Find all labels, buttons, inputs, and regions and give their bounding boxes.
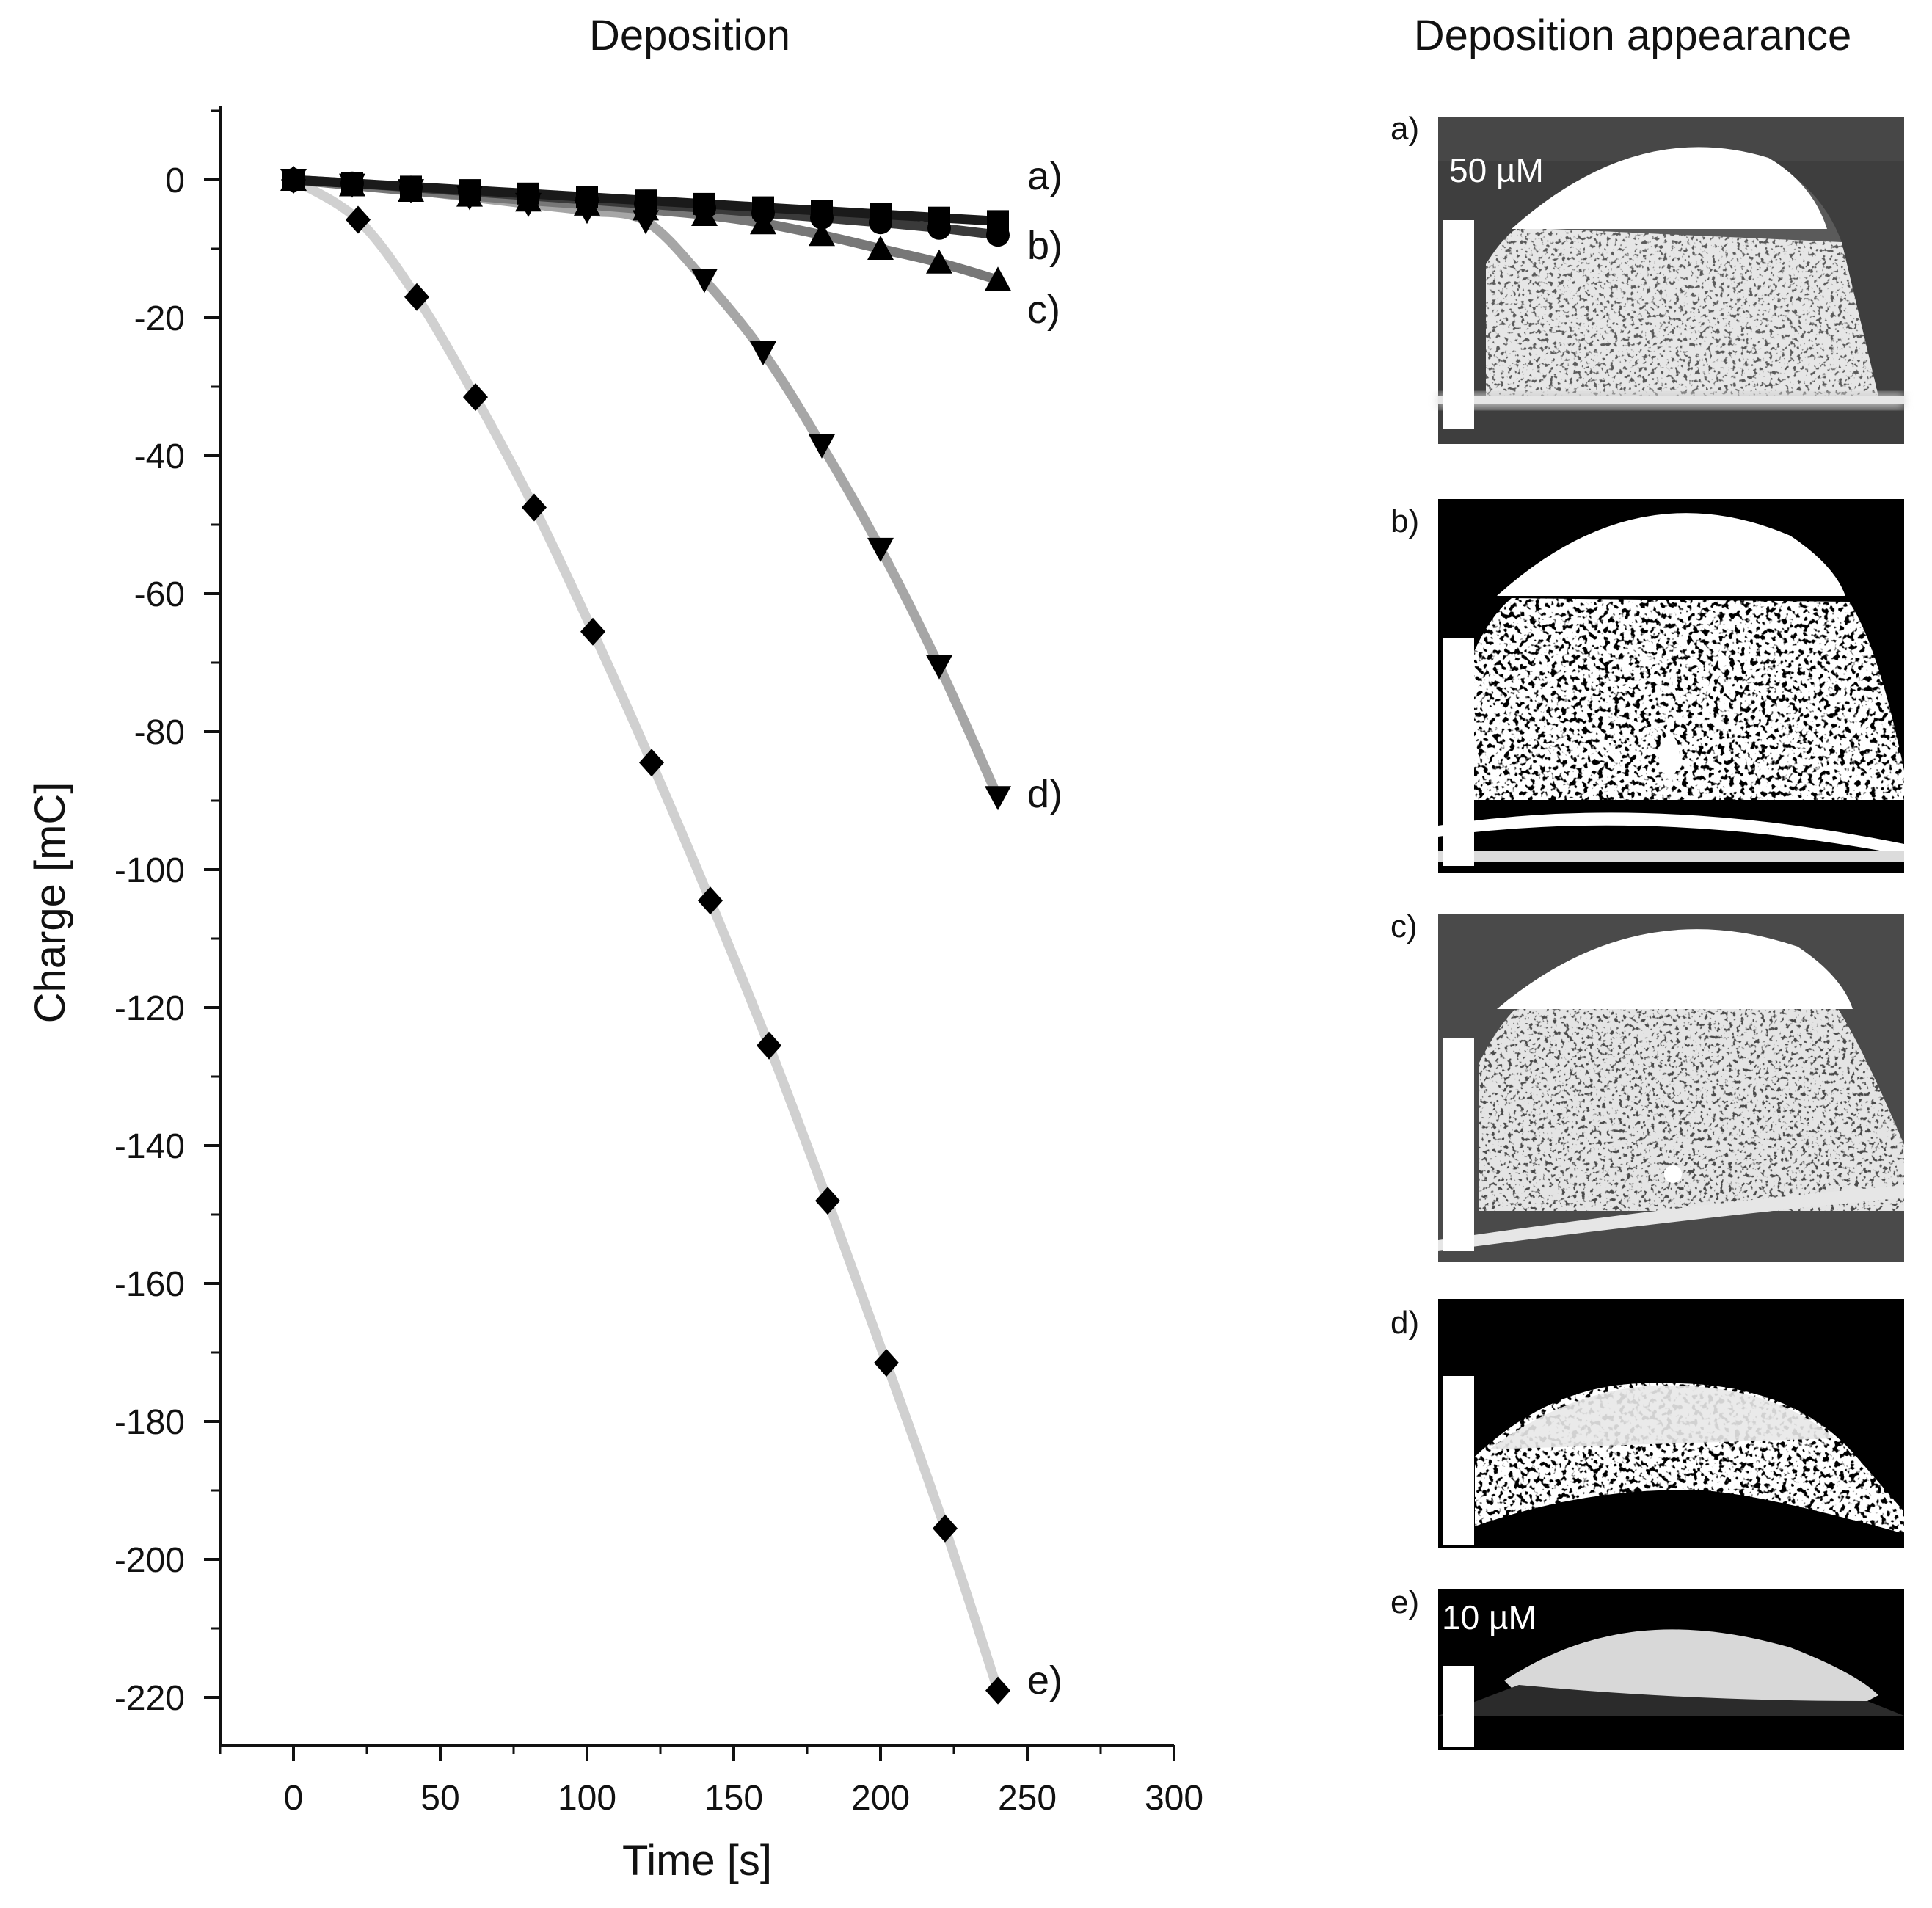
series-tag-e: e) — [1027, 1658, 1062, 1703]
y-tick-label: -20 — [134, 299, 185, 338]
x-tick-label: 100 — [558, 1779, 616, 1818]
data-point-e-9 — [815, 1187, 840, 1215]
y-tick-label: -220 — [114, 1679, 185, 1718]
data-point-a-10 — [870, 203, 892, 225]
data-point-a-3 — [459, 179, 481, 202]
panel-tag-c: c) — [1390, 909, 1418, 944]
data-point-d-10 — [867, 537, 894, 562]
scale-bar-a — [1443, 220, 1474, 429]
appearance-panel-a: a) 50 µM — [1390, 111, 1904, 444]
appearance-panel-e: e) 10 µM — [1390, 1584, 1904, 1750]
y-tick-label: -80 — [134, 713, 185, 752]
data-point-e-11 — [933, 1514, 958, 1543]
data-point-a-7 — [693, 192, 715, 215]
y-tick-label: -160 — [114, 1265, 185, 1304]
panel-tag-d: d) — [1390, 1305, 1419, 1341]
data-point-a-6 — [635, 189, 657, 212]
series-markers — [280, 166, 1011, 1705]
data-point-a-8 — [752, 196, 774, 219]
series-tag-a: a) — [1027, 154, 1062, 198]
appearance-panel-b: b) — [1390, 499, 1904, 873]
appearance-panel-d: d) — [1390, 1299, 1904, 1548]
data-point-d-8 — [750, 341, 776, 365]
data-point-e-7 — [698, 886, 723, 915]
data-point-a-4 — [517, 182, 539, 205]
scale-bar-c — [1443, 1038, 1474, 1251]
data-point-e-4 — [522, 493, 547, 522]
data-point-a-12 — [987, 210, 1009, 233]
x-tick-label: 50 — [420, 1779, 459, 1818]
plot-area: 0 50 100 150 200 250 300 0 -20 -40 -60 -80 -100 -120 -… — [114, 106, 1203, 1818]
y-tick-label: -180 — [114, 1403, 185, 1442]
x-axis-title: Time [s] — [622, 1837, 772, 1885]
data-point-e-3 — [463, 383, 488, 412]
y-tick-label: -60 — [134, 575, 185, 614]
series-tag-b: b) — [1027, 224, 1062, 268]
x-tick-label: 250 — [998, 1779, 1057, 1818]
series-line-e — [288, 175, 1003, 1696]
data-point-d-7 — [691, 269, 718, 294]
data-point-e-5 — [580, 617, 605, 646]
appearance-panel-c: c) — [1390, 909, 1904, 1262]
data-point-c-9 — [809, 222, 835, 247]
x-tick-label: 150 — [704, 1779, 763, 1818]
data-point-e-6 — [639, 749, 664, 777]
data-point-e-12 — [985, 1676, 1010, 1705]
x-tick-label: 0 — [284, 1779, 304, 1818]
scale-bar-b — [1443, 638, 1474, 866]
x-tick-label: 200 — [851, 1779, 910, 1818]
data-point-c-10 — [867, 236, 894, 260]
data-point-e-10 — [874, 1349, 899, 1377]
data-point-a-11 — [928, 206, 950, 229]
data-point-a-9 — [811, 200, 833, 222]
data-point-a-5 — [576, 186, 598, 208]
scale-text-a: 50 µM — [1449, 151, 1544, 189]
scale-bar-d — [1443, 1376, 1474, 1545]
y-tick-label: -140 — [114, 1127, 185, 1166]
data-point-d-11 — [926, 655, 952, 680]
y-tick-label: -100 — [114, 851, 185, 890]
y-tick-label: 0 — [165, 161, 185, 200]
data-point-d-9 — [809, 434, 835, 459]
scale-bar-e — [1443, 1666, 1474, 1747]
data-point-e-8 — [757, 1031, 781, 1060]
data-point-e-1 — [346, 205, 371, 234]
data-point-a-1 — [341, 172, 363, 194]
data-point-a-0 — [282, 169, 305, 191]
y-tick-label: -120 — [114, 989, 185, 1028]
data-point-a-2 — [400, 175, 422, 198]
chart-title: Deposition — [589, 12, 790, 59]
panel-tag-b: b) — [1390, 503, 1419, 539]
y-axis-title: Charge [mC] — [26, 782, 74, 1024]
panel-tag-a: a) — [1390, 111, 1419, 147]
series-tag-d: d) — [1027, 772, 1062, 816]
x-tick-label: 300 — [1145, 1779, 1203, 1818]
appearance-title: Deposition appearance — [1414, 12, 1852, 59]
data-point-d-12 — [985, 786, 1011, 811]
y-tick-label: -40 — [134, 437, 185, 476]
y-tick-label: -200 — [114, 1541, 185, 1580]
data-point-c-11 — [926, 249, 952, 274]
data-point-e-2 — [404, 283, 429, 311]
series-tag-c: c) — [1027, 288, 1060, 332]
scale-text-e: 10 µM — [1442, 1598, 1537, 1636]
series-lines — [288, 175, 1003, 1696]
axis-ticks: 0 50 100 150 200 250 300 0 -20 -40 -60 -80 -100 -120 -… — [114, 109, 1203, 1818]
data-point-c-12 — [985, 266, 1011, 291]
panel-tag-e: e) — [1390, 1584, 1419, 1620]
